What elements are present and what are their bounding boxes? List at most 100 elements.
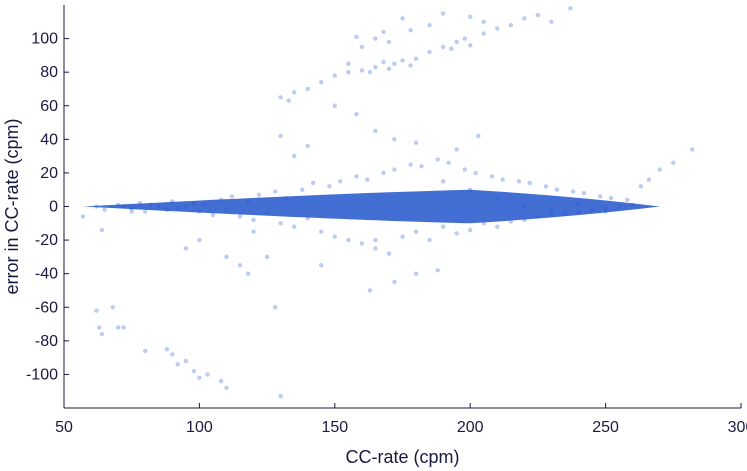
x-tick-label: 200 <box>457 419 484 436</box>
data-point <box>251 217 256 223</box>
data-point <box>273 189 278 194</box>
y-tick-label: -100 <box>26 366 58 383</box>
data-point <box>646 177 652 182</box>
data-point <box>286 98 291 103</box>
data-point <box>413 229 419 234</box>
data-point <box>332 103 337 108</box>
data-point <box>319 229 324 234</box>
data-point <box>346 237 351 243</box>
data-point <box>435 268 440 273</box>
data-point <box>400 234 405 239</box>
x-tick-label: 100 <box>186 419 213 436</box>
data-point <box>449 46 454 51</box>
data-point <box>359 44 365 50</box>
data-point <box>291 153 297 159</box>
data-point <box>386 251 392 256</box>
y-axis-label: error in CC-rate (cpm) <box>2 118 22 294</box>
data-point <box>489 174 495 179</box>
data-point <box>197 237 202 243</box>
data-point <box>229 194 235 199</box>
data-point <box>427 237 432 243</box>
data-point <box>495 224 500 229</box>
data-point <box>657 167 662 172</box>
data-point <box>97 325 102 330</box>
data-point <box>386 39 392 45</box>
data-point <box>300 187 305 192</box>
data-point <box>319 263 324 268</box>
data-point <box>400 16 405 21</box>
y-tick-label: -40 <box>35 266 58 283</box>
data-point <box>278 95 283 100</box>
data-point <box>291 90 297 95</box>
data-point <box>115 325 121 330</box>
data-point <box>554 187 560 192</box>
data-point <box>373 36 378 41</box>
data-point <box>419 164 424 169</box>
data-point <box>143 348 148 354</box>
data-point <box>373 246 378 251</box>
data-point <box>527 180 532 186</box>
data-point <box>597 194 603 199</box>
data-point <box>476 133 481 139</box>
x-ticks: 50 100 150 200 250 300 <box>55 403 747 436</box>
data-point <box>94 308 99 313</box>
y-tick-label: 100 <box>31 31 58 48</box>
data-point <box>413 56 419 61</box>
data-point <box>500 177 505 182</box>
data-point <box>671 160 676 166</box>
data-point <box>570 189 576 194</box>
data-point <box>413 271 419 276</box>
y-tick-label: 0 <box>49 199 58 216</box>
data-point <box>278 133 283 139</box>
data-point <box>110 305 115 310</box>
data-point <box>224 385 229 391</box>
data-point <box>392 167 397 172</box>
data-point <box>373 64 378 70</box>
data-point <box>454 231 459 236</box>
data-point <box>638 184 643 189</box>
data-point <box>516 179 522 184</box>
data-point <box>543 184 549 189</box>
data-point <box>508 22 514 28</box>
data-point <box>99 331 105 337</box>
data-point <box>273 305 278 310</box>
data-point <box>400 58 405 63</box>
data-point <box>354 111 359 117</box>
data-point <box>427 22 432 28</box>
data-point <box>327 184 332 189</box>
data-point <box>224 254 229 260</box>
data-point <box>102 207 107 213</box>
data-point <box>392 137 397 142</box>
data-point <box>454 39 459 45</box>
data-point <box>373 237 378 243</box>
data-point <box>175 362 180 367</box>
data-point <box>278 221 283 226</box>
data-point <box>359 68 365 73</box>
data-point <box>245 271 251 276</box>
data-point <box>346 61 351 66</box>
data-point <box>319 80 324 85</box>
x-tick-label: 50 <box>55 419 73 436</box>
data-point <box>218 378 224 384</box>
data-point <box>625 197 630 202</box>
data-point <box>373 128 378 134</box>
data-point <box>392 279 397 285</box>
data-point <box>256 192 262 197</box>
x-tick-label: 300 <box>728 419 747 436</box>
data-point <box>121 325 126 330</box>
data-point <box>468 43 473 48</box>
data-point <box>354 34 359 40</box>
data-point <box>367 69 373 75</box>
data-point <box>338 179 343 184</box>
data-point <box>191 368 197 374</box>
y-tick-label: -60 <box>35 299 58 316</box>
y-tick-label: 40 <box>40 131 58 148</box>
data-point <box>205 372 210 377</box>
data-point <box>291 224 297 229</box>
y-tick-label: -20 <box>35 232 58 249</box>
y-tick-label: 60 <box>40 98 58 115</box>
data-point <box>354 174 359 179</box>
data-point <box>183 358 189 364</box>
data-point <box>197 375 202 380</box>
data-point <box>332 73 337 78</box>
